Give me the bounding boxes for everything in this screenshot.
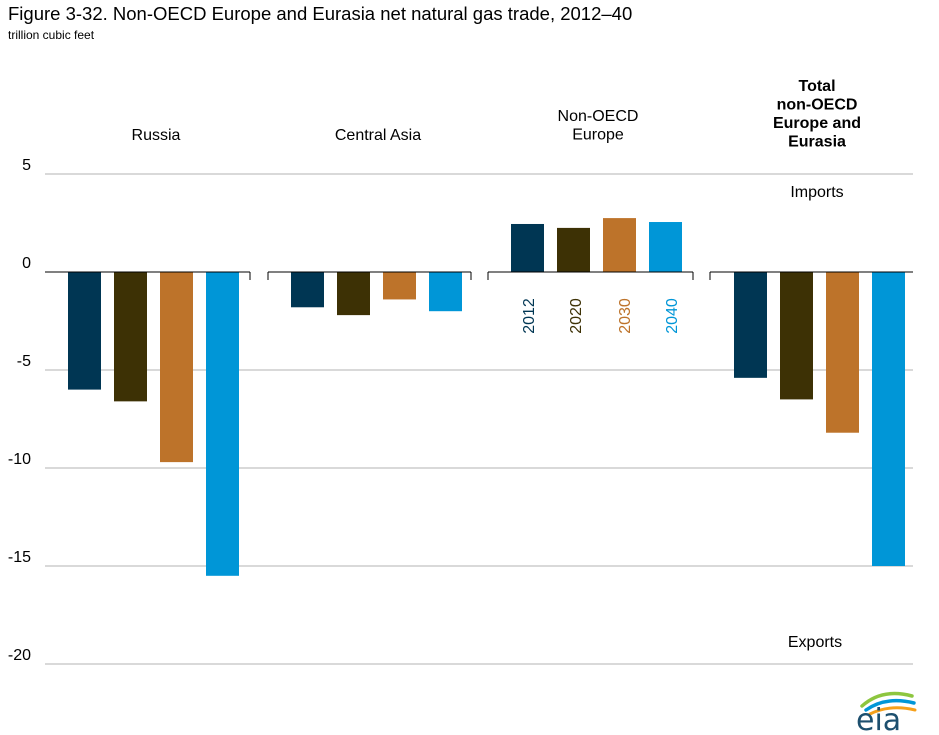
category-label: non-OECD [777,97,858,114]
category-label: Central Asia [335,127,421,144]
legend: 2012 2020 2030 2040 [521,298,681,334]
bar-2020 [557,227,590,272]
y-tick-label: -20 [8,647,31,664]
bar-2020 [337,272,370,316]
y-tick-label: 0 [22,255,31,272]
category-labels: Russia Central Asia Non-OECD Europe Total non… [132,78,861,151]
imports-annotation: Imports [790,184,843,201]
category-label: Total [798,78,835,95]
legend-label-2030: 2030 [617,298,634,334]
y-tick-label: 5 [22,157,31,174]
bar-2012 [511,223,544,272]
category-label: Non-OECD [558,108,639,125]
bar-2040 [649,222,682,272]
y-tick-label: -15 [8,549,31,566]
category-label: Europe and [773,115,861,132]
bar-2012 [68,272,101,390]
bar-2012 [734,272,767,378]
y-tick-label: -5 [17,353,31,370]
eia-logo-text: eia [856,703,901,732]
chart-title: Figure 3-32. Non-OECD Europe and Eurasia… [8,3,633,24]
y-axis-ticks: 5 0 -5 -10 -15 -20 [8,157,31,664]
unit-label: trillion cubic feet [8,28,95,42]
bar-2020 [780,272,813,400]
bar-2040 [872,272,905,566]
category-label: Russia [132,127,181,144]
bar-2012 [291,272,324,308]
bar-2040 [429,272,462,312]
eia-logo: eia [856,691,917,732]
legend-label-2040: 2040 [664,298,681,334]
exports-annotation: Exports [788,634,842,651]
category-label: Europe [572,127,624,144]
category-label: Eurasia [788,134,846,151]
y-tick-label: -10 [8,451,31,468]
bar-2030 [826,272,859,433]
bar-2030 [383,272,416,300]
bar-2040 [206,272,239,576]
bars [68,218,905,576]
zero-line-group [45,271,913,280]
bar-2030 [603,218,636,272]
bar-2020 [114,272,147,402]
legend-label-2020: 2020 [568,298,585,334]
legend-label-2012: 2012 [521,298,538,334]
bar-2030 [160,272,193,463]
